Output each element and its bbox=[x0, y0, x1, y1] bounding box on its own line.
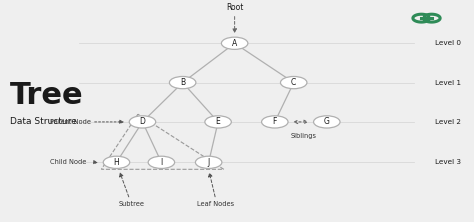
Text: Level 0: Level 0 bbox=[436, 40, 462, 46]
Text: Parent Node: Parent Node bbox=[50, 119, 91, 125]
Circle shape bbox=[221, 37, 248, 49]
Text: A: A bbox=[232, 39, 237, 48]
Circle shape bbox=[129, 116, 156, 128]
Text: Data Structure: Data Structure bbox=[10, 117, 77, 126]
Text: Tree: Tree bbox=[10, 81, 84, 110]
Text: F: F bbox=[273, 117, 277, 126]
Circle shape bbox=[281, 76, 307, 89]
Text: B: B bbox=[180, 78, 185, 87]
Circle shape bbox=[103, 156, 130, 168]
Text: J: J bbox=[208, 158, 210, 167]
Text: I: I bbox=[160, 158, 163, 167]
Text: E: E bbox=[216, 117, 220, 126]
Text: Subtree: Subtree bbox=[119, 200, 145, 206]
Text: C: C bbox=[291, 78, 296, 87]
Text: Child Node: Child Node bbox=[50, 159, 87, 165]
Text: Level 2: Level 2 bbox=[436, 119, 462, 125]
Text: Level 3: Level 3 bbox=[436, 159, 462, 165]
Circle shape bbox=[262, 116, 288, 128]
Circle shape bbox=[195, 156, 222, 168]
Circle shape bbox=[314, 116, 340, 128]
Text: H: H bbox=[114, 158, 119, 167]
Text: Level 1: Level 1 bbox=[436, 80, 462, 86]
Text: G: G bbox=[324, 117, 330, 126]
Text: Siblings: Siblings bbox=[290, 133, 316, 139]
Circle shape bbox=[169, 76, 196, 89]
Text: Leaf Nodes: Leaf Nodes bbox=[197, 200, 234, 206]
Text: D: D bbox=[139, 117, 146, 126]
Circle shape bbox=[205, 116, 231, 128]
Circle shape bbox=[148, 156, 174, 168]
Text: Root: Root bbox=[226, 3, 243, 12]
